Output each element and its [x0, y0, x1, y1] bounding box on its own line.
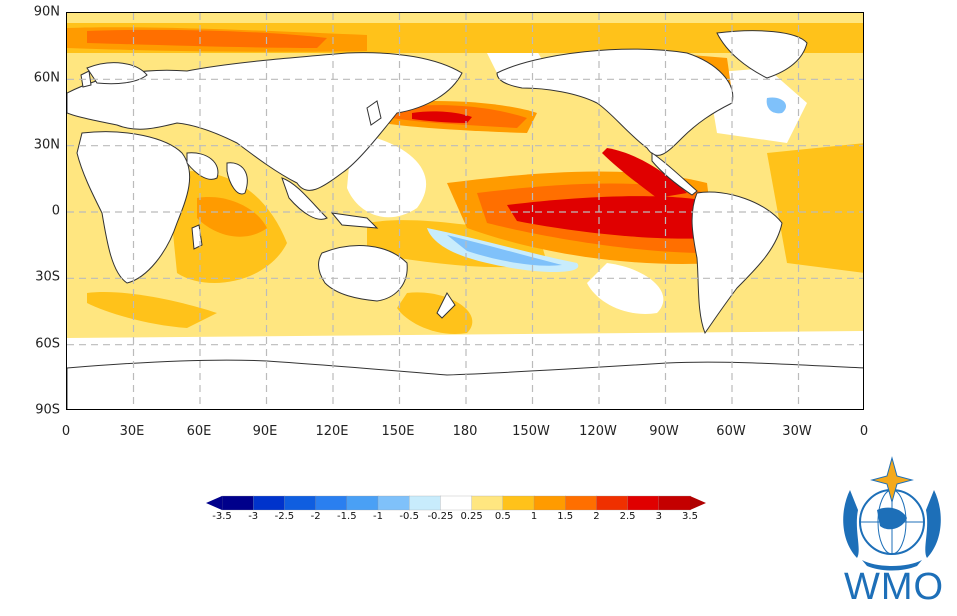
- sst-anomaly-map: [66, 12, 864, 410]
- lat-label-90s: 90S: [35, 402, 60, 418]
- lon-label-120e: 120E: [315, 424, 349, 439]
- lon-label-90w: 90W: [649, 424, 679, 439]
- colorbar-segment: [533, 495, 566, 511]
- colorbar-segment: [315, 495, 348, 511]
- lon-label-60w: 60W: [716, 424, 746, 439]
- colorbar-segment: [440, 495, 473, 511]
- colorbar-segment: [377, 495, 410, 511]
- colorbar-tick-label: 0.25: [460, 511, 483, 522]
- laurel-wreath-icon: [843, 490, 941, 571]
- colorbar-segment: [471, 495, 504, 511]
- globe-icon: [859, 489, 925, 555]
- lat-label-0: 0: [51, 203, 60, 219]
- lon-label-60e: 60E: [186, 424, 212, 439]
- cool-anomaly-areas: [427, 97, 787, 272]
- colorbar-overflow-arrow: [690, 496, 706, 510]
- colorbar-tick-label: -2: [310, 511, 321, 522]
- lon-label-30e: 30E: [119, 424, 145, 439]
- colorbar-tick-label: -0.5: [399, 511, 419, 522]
- lat-label-90n: 90N: [33, 4, 60, 20]
- lon-label-150w: 150W: [512, 424, 550, 439]
- colorbar-segment: [658, 495, 691, 511]
- colorbar: [206, 495, 706, 511]
- colorbar-segment: [253, 495, 286, 511]
- colorbar-tick-label: 1: [530, 511, 538, 522]
- colorbar-tick-label: -2.5: [274, 511, 295, 522]
- map-gridlines: [67, 13, 863, 409]
- lat-label-60s: 60S: [35, 336, 60, 352]
- colorbar-tick-label: 3.5: [682, 511, 698, 522]
- colorbar-tick-label: 2: [593, 511, 600, 522]
- compass-star-icon: [870, 456, 914, 504]
- colorbar-tick-label: 3: [655, 511, 662, 522]
- colorbar-tick-label: -1.5: [337, 511, 357, 522]
- land-masses: [67, 30, 863, 409]
- lon-label-120w: 120W: [579, 424, 617, 439]
- colorbar-tick-label: -1: [373, 511, 383, 522]
- colorbar-segment: [596, 495, 629, 511]
- wmo-logo: [843, 456, 941, 571]
- colorbar-segment: [565, 495, 598, 511]
- lat-label-60n: 60N: [33, 70, 60, 86]
- lon-label-180: 180: [452, 424, 478, 439]
- colorbar-segment: [409, 495, 442, 511]
- colorbar-tick-label: -3: [248, 511, 259, 522]
- colorbar-segment: [627, 495, 660, 511]
- colorbar-tick-label: 2.5: [619, 511, 636, 522]
- map-canvas: [67, 13, 863, 409]
- lon-label-30w: 30W: [782, 424, 812, 439]
- lat-label-30n: 30N: [33, 137, 60, 153]
- wmo-logo-text: WMO: [843, 566, 945, 608]
- colorbar-underflow-arrow: [206, 496, 222, 510]
- colorbar-segment: [221, 495, 254, 511]
- lon-label-150e: 150E: [381, 424, 415, 439]
- colorbar-tick-label: 1.5: [557, 511, 574, 522]
- colorbar-segment: [284, 495, 317, 511]
- colorbar-segment: [346, 495, 379, 511]
- lon-label-0: 0: [61, 424, 71, 439]
- colorbar-segments: [221, 495, 691, 511]
- lat-label-30s: 30S: [35, 269, 60, 285]
- colorbar-tick-label: 0.5: [494, 511, 511, 522]
- colorbar-tick-label: -0.25: [427, 511, 454, 522]
- colorbar-tick-label: -3.5: [212, 511, 232, 522]
- lon-label-90e: 90E: [252, 424, 278, 439]
- colorbar-segment: [502, 495, 535, 511]
- lon-label-0-east: 0: [859, 424, 869, 439]
